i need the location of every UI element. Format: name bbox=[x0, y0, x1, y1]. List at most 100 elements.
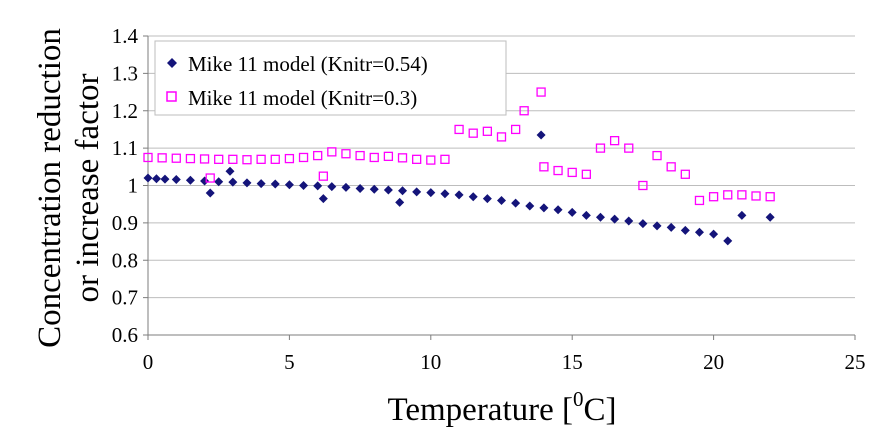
data-point-knitr-03 bbox=[553, 165, 563, 176]
data-point-knitr-03 bbox=[454, 124, 464, 135]
data-point-knitr-054 bbox=[652, 221, 662, 231]
data-point-knitr-054 bbox=[313, 181, 323, 191]
y-tick-label: 0.6 bbox=[112, 323, 138, 347]
data-point-knitr-03 bbox=[519, 106, 529, 116]
legend: Mike 11 model (Knitr=0.54) Mike 11 model… bbox=[154, 40, 507, 116]
data-point-knitr-054 bbox=[610, 214, 620, 224]
data-point-knitr-054 bbox=[694, 227, 704, 237]
data-point-knitr-054 bbox=[440, 189, 450, 199]
data-point-knitr-054 bbox=[595, 212, 605, 222]
data-point-knitr-054 bbox=[200, 176, 210, 186]
data-point-knitr-03 bbox=[383, 151, 394, 161]
data-point-knitr-054 bbox=[299, 181, 309, 190]
data-point-knitr-03 bbox=[765, 192, 775, 202]
data-point-knitr-03 bbox=[638, 180, 648, 191]
data-point-knitr-03 bbox=[581, 169, 591, 179]
x-axis-title-unit: C] bbox=[584, 392, 617, 428]
legend-diamond-marker bbox=[167, 58, 177, 68]
data-point-knitr-054 bbox=[624, 216, 634, 226]
y-tick-label: 1.4 bbox=[112, 24, 139, 48]
data-point-knitr-03 bbox=[595, 143, 606, 153]
data-point-knitr-03 bbox=[567, 167, 577, 178]
data-point-knitr-03 bbox=[397, 153, 408, 163]
data-point-knitr-054 bbox=[737, 210, 747, 220]
data-point-knitr-054 bbox=[638, 219, 648, 229]
data-point-knitr-03 bbox=[708, 192, 719, 202]
legend-box bbox=[154, 40, 507, 116]
data-point-knitr-054 bbox=[412, 187, 422, 197]
y-axis-title-line-2: or increase factor bbox=[70, 73, 106, 302]
data-point-knitr-054 bbox=[185, 175, 195, 185]
legend-entry-knitr-054: Mike 11 model (Knitr=0.54) bbox=[167, 52, 428, 76]
data-point-knitr-03 bbox=[228, 154, 238, 164]
data-point-knitr-03 bbox=[426, 155, 436, 165]
data-point-knitr-054 bbox=[341, 182, 351, 192]
x-tick-label: 25 bbox=[845, 350, 866, 374]
data-point-knitr-03 bbox=[143, 152, 153, 163]
data-point-knitr-03 bbox=[205, 173, 215, 183]
data-point-knitr-03 bbox=[652, 150, 662, 161]
data-point-knitr-054 bbox=[482, 194, 492, 204]
data-point-knitr-054 bbox=[426, 188, 436, 198]
data-point-knitr-054 bbox=[497, 195, 506, 205]
data-point-knitr-03 bbox=[318, 171, 328, 181]
y-axis-title-line-1: Concentration reduction bbox=[32, 28, 68, 348]
y-tick-label: 1.1 bbox=[112, 136, 138, 160]
x-axis-title-superscript: 0 bbox=[573, 387, 584, 411]
data-point-knitr-03 bbox=[242, 155, 252, 165]
y-tick-label: 0.7 bbox=[112, 286, 138, 310]
data-point-knitr-03 bbox=[468, 128, 478, 138]
axes bbox=[143, 35, 856, 340]
data-point-knitr-054 bbox=[228, 177, 238, 187]
data-point-knitr-03 bbox=[214, 154, 224, 164]
data-point-knitr-054 bbox=[553, 205, 563, 215]
data-point-knitr-03 bbox=[270, 154, 280, 164]
y-tick-label: 0.9 bbox=[112, 211, 138, 235]
data-point-knitr-03 bbox=[624, 143, 634, 153]
data-point-knitr-03 bbox=[412, 154, 422, 164]
x-axis-title: Temperature [0C] bbox=[388, 387, 617, 428]
data-point-knitr-03 bbox=[313, 150, 323, 161]
series-knitr-054-points bbox=[143, 130, 775, 246]
data-point-knitr-054 bbox=[270, 179, 280, 189]
data-point-knitr-054 bbox=[539, 203, 549, 213]
data-point-knitr-054 bbox=[468, 192, 478, 202]
data-point-knitr-03 bbox=[496, 132, 507, 142]
data-point-knitr-054 bbox=[765, 212, 775, 222]
data-point-knitr-03 bbox=[482, 126, 493, 136]
legend-label-knitr-054: Mike 11 model (Knitr=0.54) bbox=[188, 52, 428, 76]
data-point-knitr-03 bbox=[341, 149, 351, 159]
y-tick-label: 1.2 bbox=[112, 99, 138, 123]
data-point-knitr-054 bbox=[680, 225, 690, 235]
data-point-knitr-054 bbox=[398, 186, 408, 196]
x-axis-title-main: Temperature [ bbox=[388, 392, 574, 428]
data-point-knitr-054 bbox=[214, 177, 224, 187]
data-point-knitr-054 bbox=[355, 183, 365, 193]
data-point-knitr-054 bbox=[395, 197, 405, 207]
data-point-knitr-03 bbox=[171, 153, 181, 163]
data-point-knitr-054 bbox=[151, 174, 161, 184]
data-point-knitr-03 bbox=[440, 154, 450, 164]
x-tick-label: 10 bbox=[420, 350, 441, 374]
tick-labels: 0.6 0.7 0.8 0.9 1 1.1 1.2 1.3 1.4 0 5 10 15 20 25 bbox=[112, 24, 866, 374]
data-point-knitr-054 bbox=[205, 188, 215, 198]
data-point-knitr-03 bbox=[355, 150, 365, 161]
data-point-knitr-054 bbox=[225, 166, 235, 176]
data-point-knitr-03 bbox=[723, 190, 733, 200]
data-point-knitr-054 bbox=[536, 130, 546, 140]
data-point-knitr-03 bbox=[327, 147, 337, 157]
data-point-knitr-054 bbox=[318, 194, 328, 204]
data-point-knitr-054 bbox=[567, 207, 577, 217]
data-point-knitr-03 bbox=[751, 191, 761, 201]
data-point-knitr-054 bbox=[454, 190, 464, 200]
data-point-knitr-03 bbox=[737, 190, 747, 200]
data-point-knitr-03 bbox=[298, 152, 309, 163]
legend-label-knitr-03: Mike 11 model (Knitr=0.3) bbox=[188, 86, 417, 110]
y-tick-label: 1 bbox=[128, 174, 139, 198]
data-point-knitr-054 bbox=[723, 236, 733, 246]
data-point-knitr-03 bbox=[539, 162, 549, 172]
data-point-knitr-03 bbox=[369, 152, 379, 163]
series-knitr-03-points bbox=[143, 87, 775, 206]
